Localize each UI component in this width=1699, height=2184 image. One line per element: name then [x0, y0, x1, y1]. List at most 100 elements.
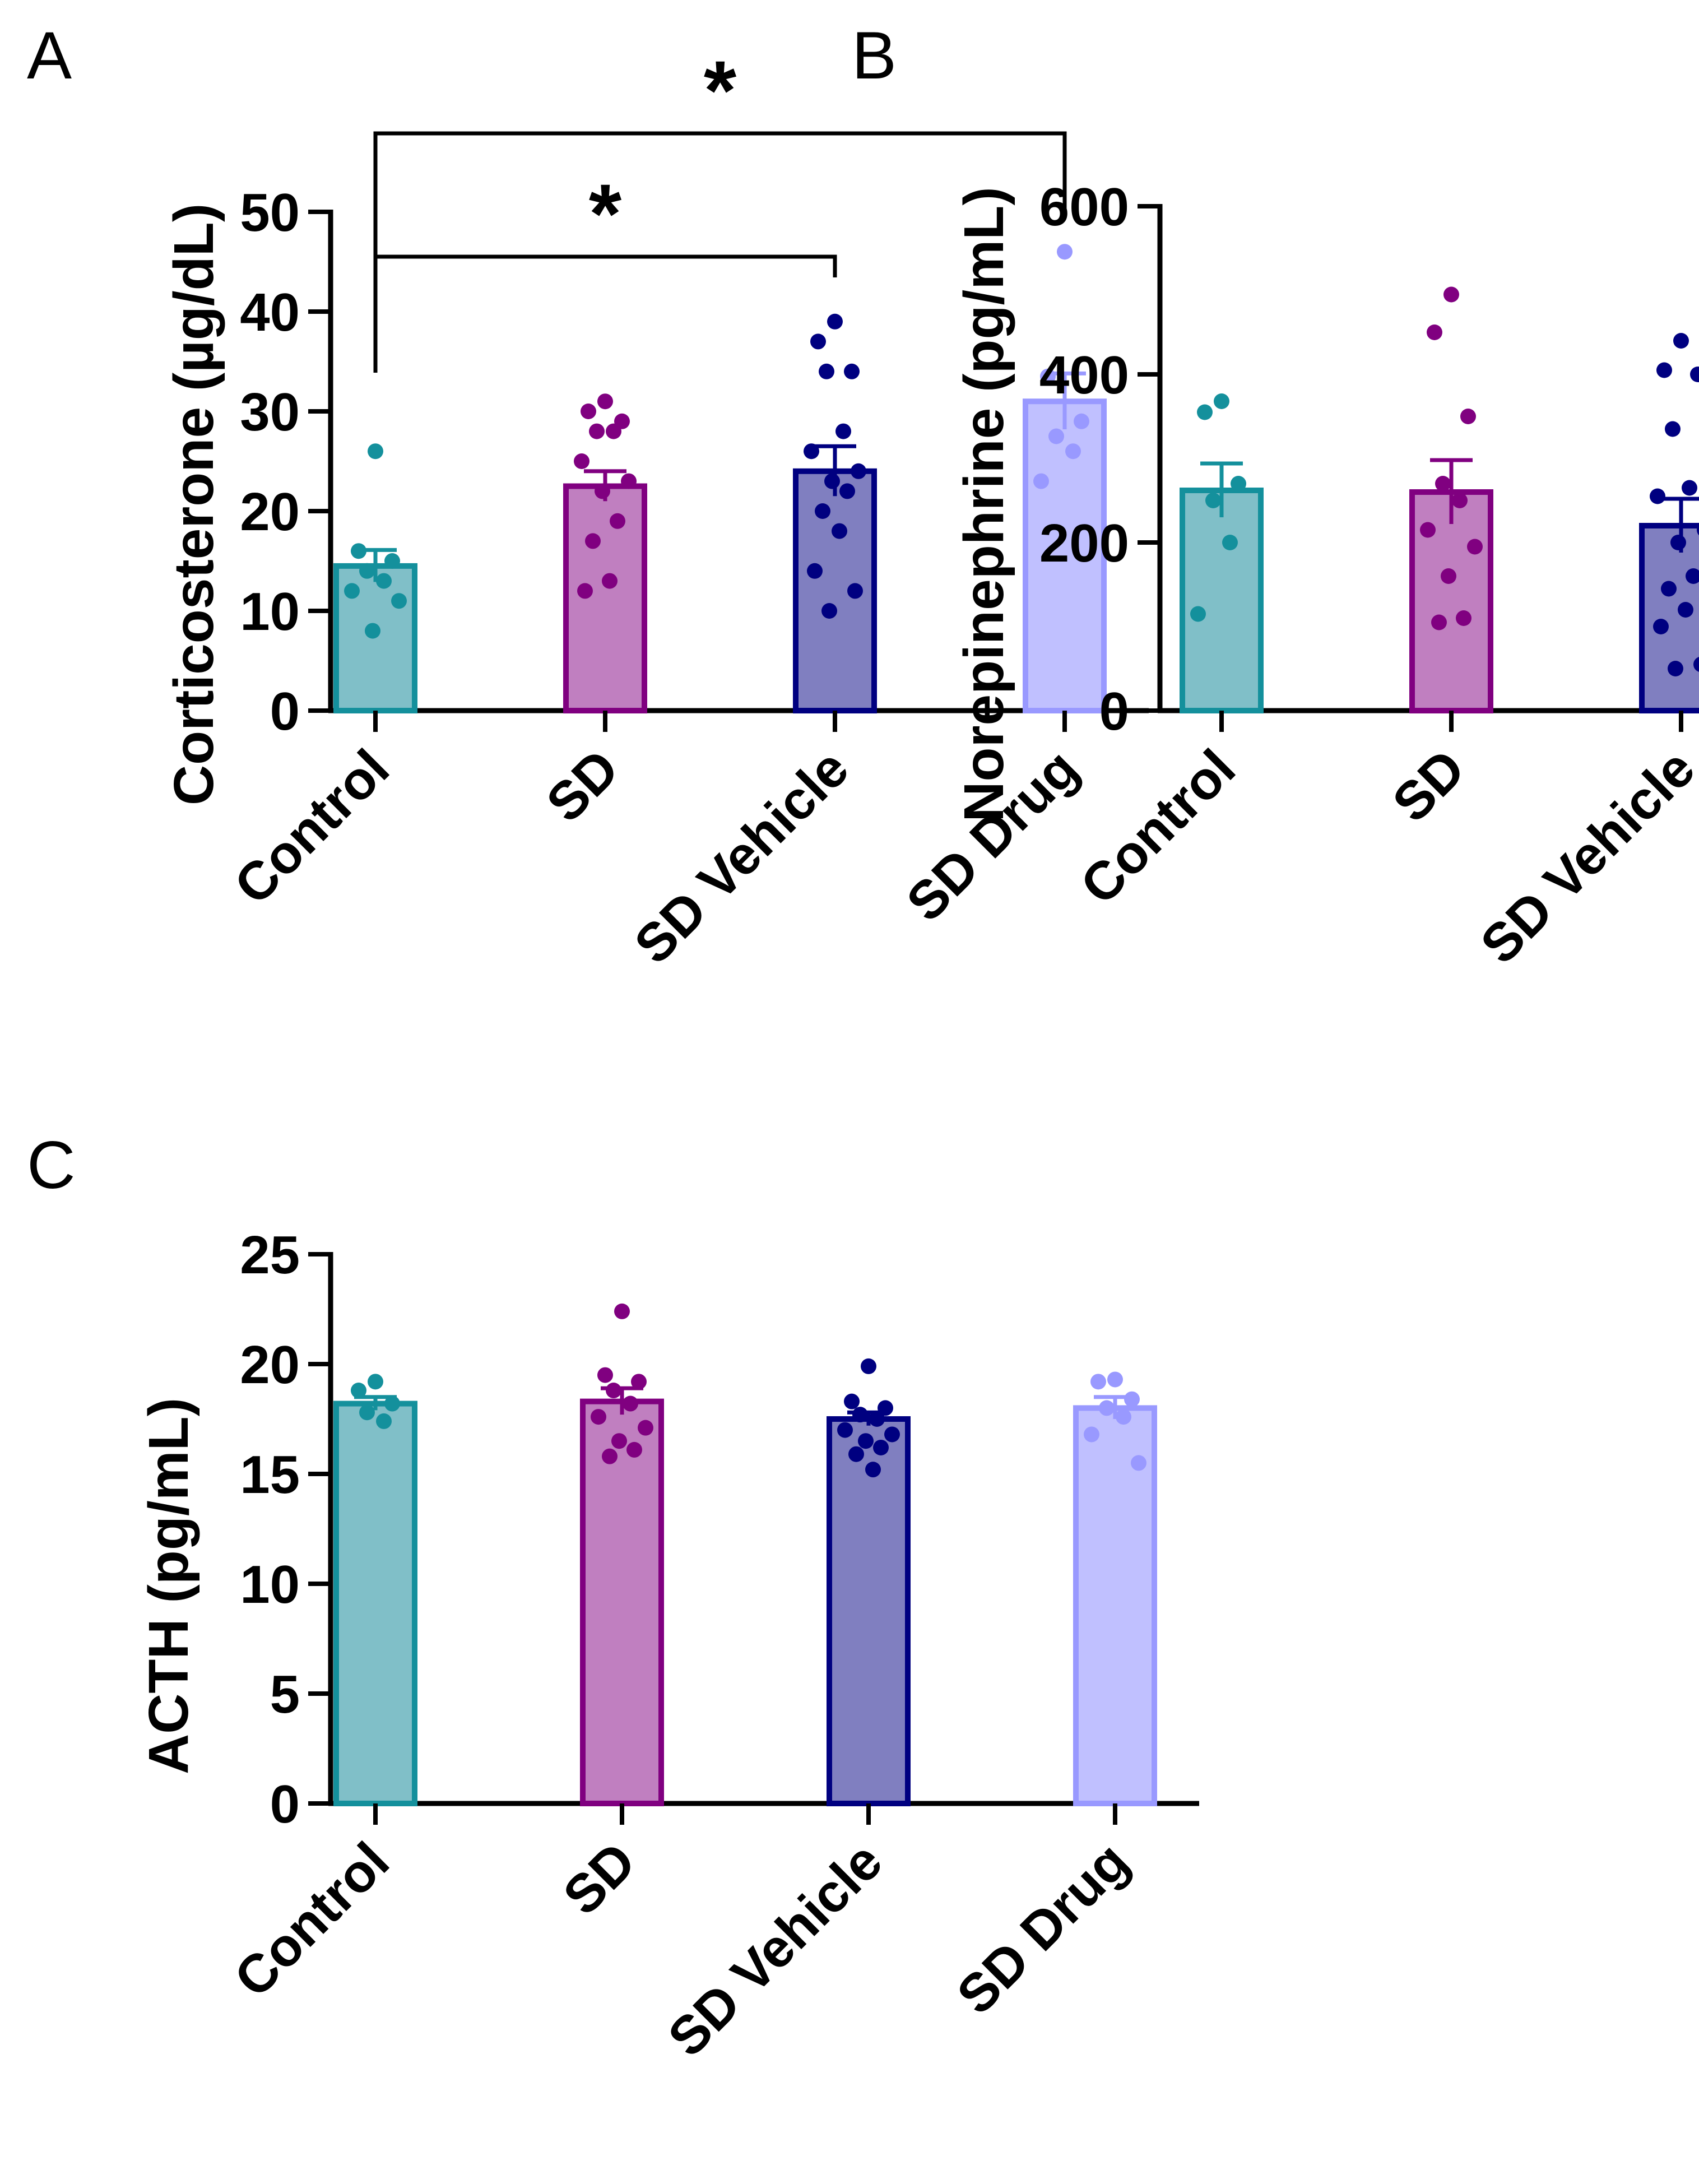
data-point [858, 1433, 874, 1449]
data-point [1441, 568, 1456, 584]
data-point [821, 603, 837, 619]
data-point [1435, 476, 1451, 491]
data-point [365, 623, 380, 639]
y-tick-label: 0 [1099, 681, 1129, 741]
data-point [1231, 476, 1246, 491]
data-point [606, 423, 621, 439]
data-point [581, 404, 596, 419]
data-point [844, 1393, 860, 1409]
data-point [1673, 333, 1689, 349]
data-point [1653, 619, 1669, 634]
data-point [1697, 524, 1699, 536]
data-point [621, 473, 637, 489]
data-point [1661, 581, 1677, 597]
significance-star: * [589, 166, 622, 261]
data-point [1427, 324, 1442, 340]
y-tick-label: 20 [240, 482, 300, 542]
data-point [597, 393, 613, 410]
panel-c-letter: C [27, 1128, 76, 1203]
data-point [804, 443, 819, 460]
bar [1180, 488, 1264, 713]
data-point [1467, 539, 1483, 555]
data-point [837, 1422, 853, 1438]
y-tick-label: 20 [240, 1335, 300, 1395]
y-tick-label: 40 [240, 282, 300, 342]
data-point [815, 503, 830, 519]
data-point [344, 583, 360, 599]
data-point [810, 333, 826, 350]
data-point [626, 1441, 642, 1458]
panel-a-letter: A [27, 18, 72, 93]
data-point [1084, 1426, 1099, 1443]
y-tick-label: 0 [270, 681, 300, 741]
data-point [351, 1383, 366, 1399]
y-tick-label: 400 [1039, 345, 1129, 405]
bar [827, 1416, 911, 1806]
data-point [1650, 488, 1665, 504]
panel-b-letter: B [852, 18, 897, 93]
data-point [884, 1426, 900, 1443]
data-point [847, 583, 863, 599]
data-point [1686, 568, 1699, 584]
data-point [602, 1448, 618, 1464]
data-point [839, 483, 855, 499]
data-point [351, 543, 366, 559]
bar [333, 1401, 417, 1807]
data-point [595, 483, 610, 499]
data-point [807, 563, 823, 579]
data-point [1214, 393, 1229, 409]
data-point [1065, 443, 1081, 460]
y-tick-label: 10 [240, 582, 300, 642]
data-point [1670, 535, 1686, 550]
data-point [1665, 421, 1681, 437]
panel-c-ylabel: ACTH (pg/mL) [137, 1398, 200, 1774]
data-point [1205, 493, 1221, 508]
data-point [1131, 1455, 1146, 1471]
data-point [832, 523, 847, 539]
data-point [1693, 657, 1699, 672]
data-point [873, 1439, 889, 1455]
panel-a-ylabel: Corticosterone (µg/dL) [163, 203, 225, 805]
data-point [368, 1374, 383, 1390]
data-point [1057, 244, 1073, 260]
data-point [1460, 409, 1476, 424]
data-point [611, 1433, 627, 1449]
data-point [376, 1413, 392, 1429]
y-tick-label: 30 [240, 382, 300, 442]
y-tick-label: 5 [270, 1664, 300, 1724]
data-point [631, 1374, 647, 1390]
data-point [835, 423, 851, 439]
data-point [861, 1358, 876, 1374]
data-point [1116, 1409, 1131, 1425]
data-point [852, 1407, 868, 1423]
data-point [1443, 286, 1459, 303]
y-tick-label: 25 [240, 1225, 300, 1285]
data-point [844, 363, 860, 379]
panel-b-ylabel: Norepinephrine (pg/mL) [953, 187, 1015, 822]
data-point [824, 473, 840, 489]
y-tick-label: 0 [270, 1774, 300, 1834]
data-point [1678, 602, 1693, 618]
data-point [384, 1395, 400, 1412]
significance-star: * [704, 43, 737, 137]
data-point [1456, 610, 1471, 626]
data-point [391, 593, 407, 609]
data-point [1099, 1400, 1115, 1416]
bar [1639, 523, 1699, 713]
data-point [878, 1400, 893, 1416]
y-tick-label: 15 [240, 1445, 300, 1505]
y-tick-label: 200 [1039, 513, 1129, 573]
data-point [589, 423, 605, 439]
data-point [606, 1383, 621, 1399]
data-point [869, 1411, 885, 1427]
data-point [851, 463, 866, 479]
data-point [614, 1303, 630, 1319]
data-point [827, 313, 843, 330]
data-point [819, 363, 834, 379]
data-point [1656, 362, 1672, 378]
data-point [1040, 368, 1056, 384]
data-point [359, 563, 375, 579]
data-point [638, 1420, 653, 1436]
data-point [1124, 1391, 1140, 1407]
data-point [597, 1367, 613, 1383]
